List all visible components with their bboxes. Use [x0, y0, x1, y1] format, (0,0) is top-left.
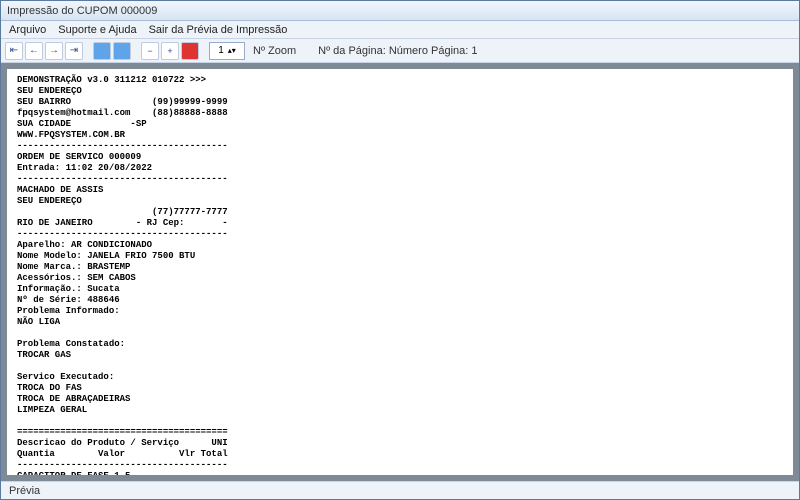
window-titlebar: Impressão do CUPOM 000009	[1, 1, 799, 21]
menu-arquivo[interactable]: Arquivo	[9, 24, 46, 36]
window-title: Impressão do CUPOM 000009	[7, 5, 157, 17]
page-number-label: Nº da Página: Número Página: 1	[318, 45, 477, 57]
zoom-spinner[interactable]: 1 ▴▾	[209, 42, 245, 60]
zoom-value: 1	[218, 45, 224, 56]
spinner-icon: ▴▾	[228, 46, 236, 55]
preview-viewport: DEMONSTRAÇÃO v3.0 311212 010722 >>> SEU …	[1, 63, 799, 481]
single-page-button[interactable]	[93, 42, 111, 60]
next-icon: →	[49, 45, 59, 56]
prev-icon: ←	[29, 45, 39, 56]
menubar: Arquivo Suporte e Ajuda Sair da Prévia d…	[1, 21, 799, 39]
statusbar: Prévia	[1, 481, 799, 499]
menu-suporte[interactable]: Suporte e Ajuda	[58, 24, 136, 36]
prev-page-button[interactable]: ←	[25, 42, 43, 60]
next-page-button[interactable]: →	[45, 42, 63, 60]
multi-page-button[interactable]	[113, 42, 131, 60]
zoom-label: Nº Zoom	[253, 45, 296, 57]
zoom-in-button[interactable]: +	[161, 42, 179, 60]
first-icon: ⇤	[10, 45, 18, 56]
zoom-out-icon: −	[147, 46, 152, 56]
menu-sair[interactable]: Sair da Prévia de Impressão	[149, 24, 288, 36]
first-page-button[interactable]: ⇤	[5, 42, 23, 60]
status-text: Prévia	[9, 485, 40, 497]
zoom-out-button[interactable]: −	[141, 42, 159, 60]
cupom-page: DEMONSTRAÇÃO v3.0 311212 010722 >>> SEU …	[7, 69, 793, 475]
last-page-button[interactable]: ⇥	[65, 42, 83, 60]
close-preview-button[interactable]	[181, 42, 199, 60]
zoom-in-icon: +	[167, 46, 172, 56]
last-icon: ⇥	[70, 45, 78, 56]
toolbar: ⇤ ← → ⇥ − + 1 ▴▾ Nº Zoom Nº da Página: Nú…	[1, 39, 799, 63]
